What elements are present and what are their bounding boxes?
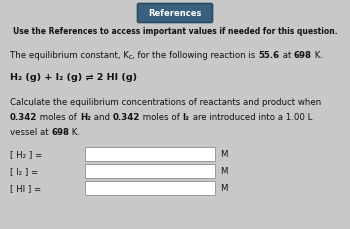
Text: moles of: moles of bbox=[37, 113, 80, 122]
Text: 698: 698 bbox=[51, 128, 69, 137]
Text: [ HI ] =: [ HI ] = bbox=[10, 184, 41, 193]
Text: 0.342: 0.342 bbox=[10, 113, 37, 122]
Text: H₂: H₂ bbox=[80, 113, 91, 122]
Text: I₂: I₂ bbox=[182, 113, 189, 122]
Text: The equilibrium constant, K: The equilibrium constant, K bbox=[10, 50, 129, 59]
FancyBboxPatch shape bbox=[85, 164, 215, 178]
Text: [ H₂ ] =: [ H₂ ] = bbox=[10, 150, 42, 159]
FancyBboxPatch shape bbox=[138, 5, 212, 23]
Text: [ I₂ ] =: [ I₂ ] = bbox=[10, 167, 38, 176]
Text: c: c bbox=[129, 54, 133, 60]
FancyBboxPatch shape bbox=[85, 147, 215, 161]
Text: , for the following reaction is: , for the following reaction is bbox=[133, 50, 259, 59]
Text: Use the References to access important values if needed for this question.: Use the References to access important v… bbox=[13, 27, 337, 36]
Text: M: M bbox=[220, 167, 228, 176]
Text: vessel at: vessel at bbox=[10, 128, 51, 137]
Text: K.: K. bbox=[69, 128, 80, 137]
Text: M: M bbox=[220, 150, 228, 159]
Text: are introduced into a 1.00 L: are introduced into a 1.00 L bbox=[189, 113, 312, 122]
Text: 55.6: 55.6 bbox=[259, 50, 280, 59]
FancyBboxPatch shape bbox=[85, 181, 215, 195]
Text: and: and bbox=[91, 113, 113, 122]
Text: M: M bbox=[220, 184, 228, 193]
Text: 0.342: 0.342 bbox=[113, 113, 140, 122]
Text: Calculate the equilibrium concentrations of reactants and product when: Calculate the equilibrium concentrations… bbox=[10, 98, 321, 107]
Text: H₂ (g) + I₂ (g) ⇌ 2 HI (g): H₂ (g) + I₂ (g) ⇌ 2 HI (g) bbox=[10, 73, 137, 82]
Text: K.: K. bbox=[312, 50, 323, 59]
Text: at: at bbox=[280, 50, 294, 59]
Text: moles of: moles of bbox=[140, 113, 182, 122]
Text: References: References bbox=[148, 9, 202, 18]
Text: 698: 698 bbox=[294, 50, 312, 59]
